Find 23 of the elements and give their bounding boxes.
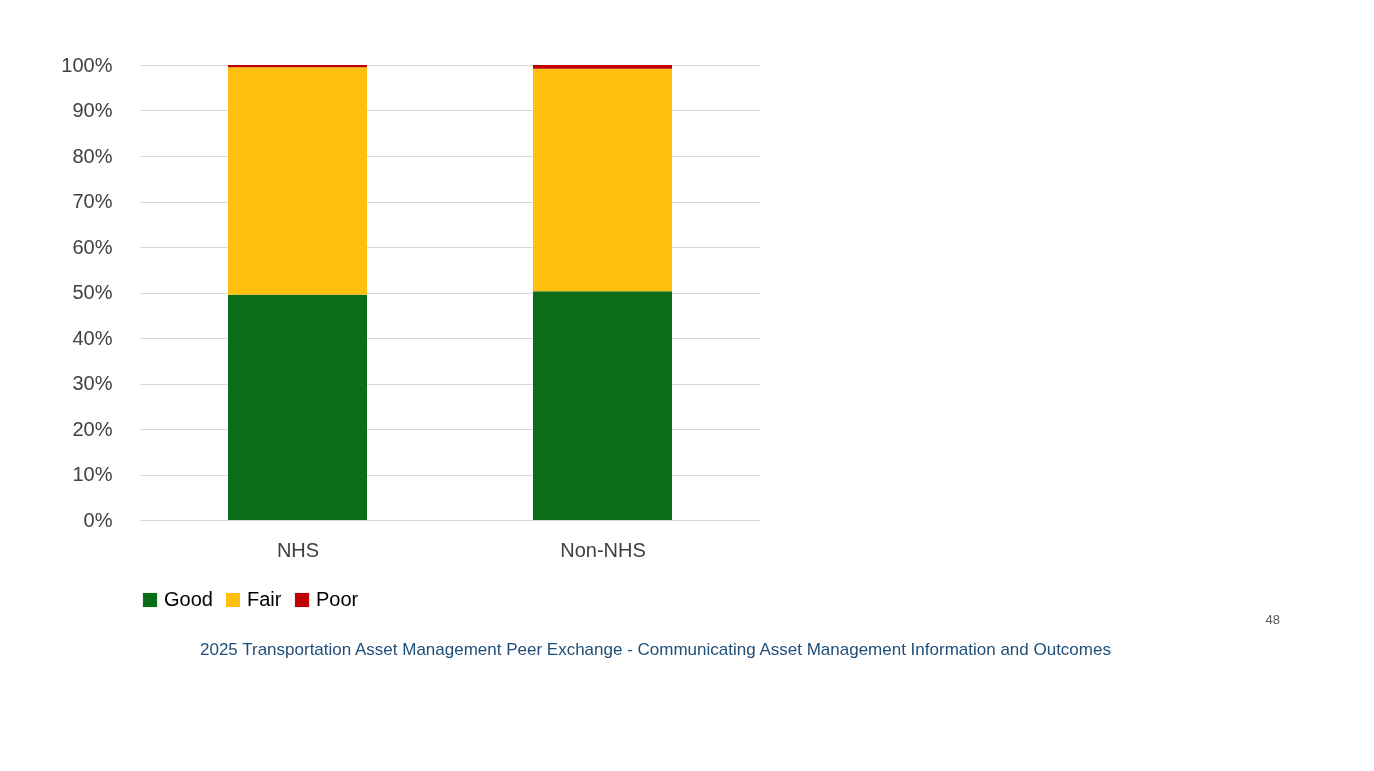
y-tick-label: 60% <box>72 235 113 258</box>
text: 48 <box>1265 612 1280 627</box>
y-tick-label: 80% <box>72 144 113 167</box>
y-tick-label: 20% <box>72 417 113 440</box>
legend-label: Good <box>164 588 213 610</box>
y-tick-label: 70% <box>72 190 113 212</box>
x-tick-label: NHS <box>276 538 320 561</box>
y-tick-label: 10% <box>72 463 113 485</box>
bar <box>533 291 672 520</box>
y-tick-label: 30% <box>72 372 113 394</box>
legend-label: Poor <box>316 588 359 610</box>
y-tick-label: 40% <box>72 326 113 349</box>
bar <box>533 68 672 292</box>
y-tick-label: 100% <box>61 53 113 76</box>
bar <box>228 67 367 295</box>
legend-label: Fair <box>247 588 282 610</box>
y-tick-label: 90% <box>72 99 113 121</box>
x-tick-label: Non-NHS <box>560 538 646 561</box>
y-tick-label: 0% <box>83 508 113 531</box>
y-tick-label: 50% <box>72 281 113 303</box>
text: 2025 Transportation Asset Management Peer Exchange - Communicating Asset Management Information and Outcomes <box>200 640 1111 659</box>
bar <box>228 294 367 520</box>
bar <box>533 65 672 69</box>
